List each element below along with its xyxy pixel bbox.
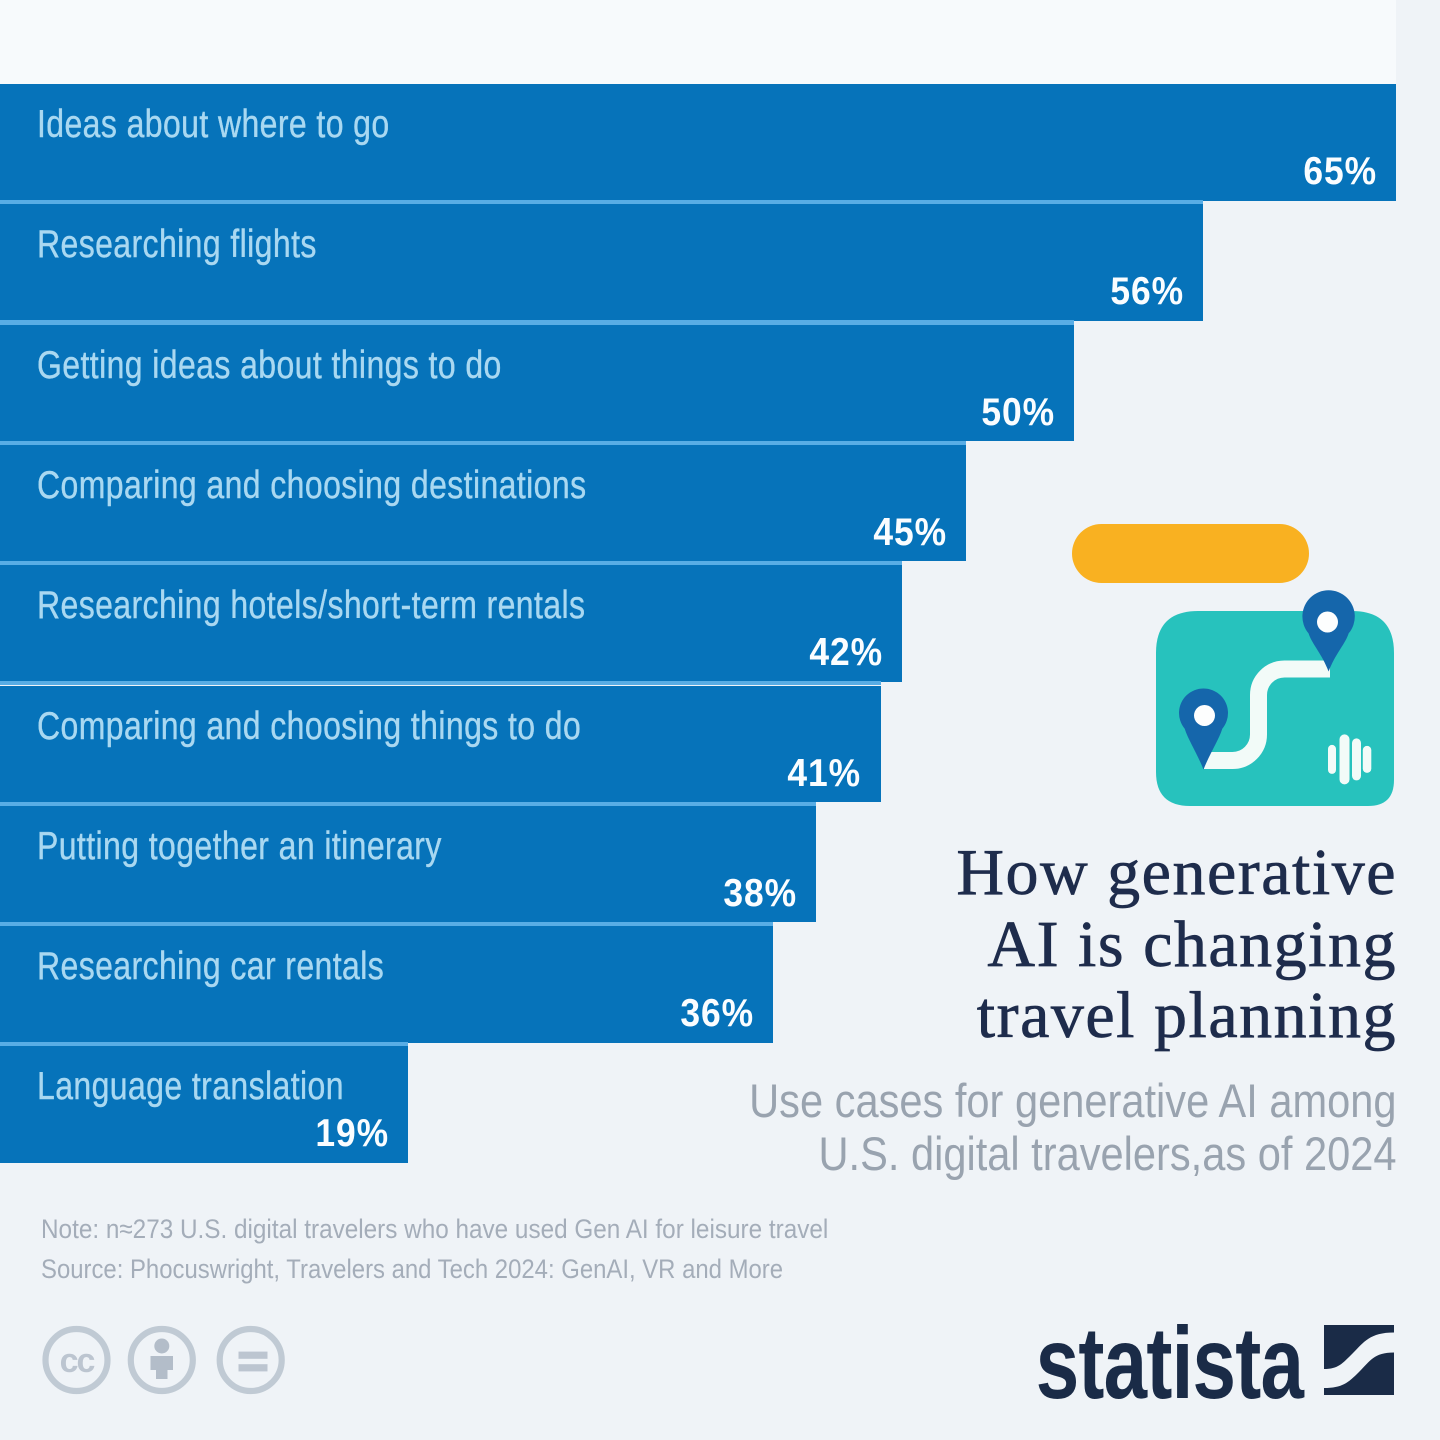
svg-text:cc: cc [60,1342,95,1380]
